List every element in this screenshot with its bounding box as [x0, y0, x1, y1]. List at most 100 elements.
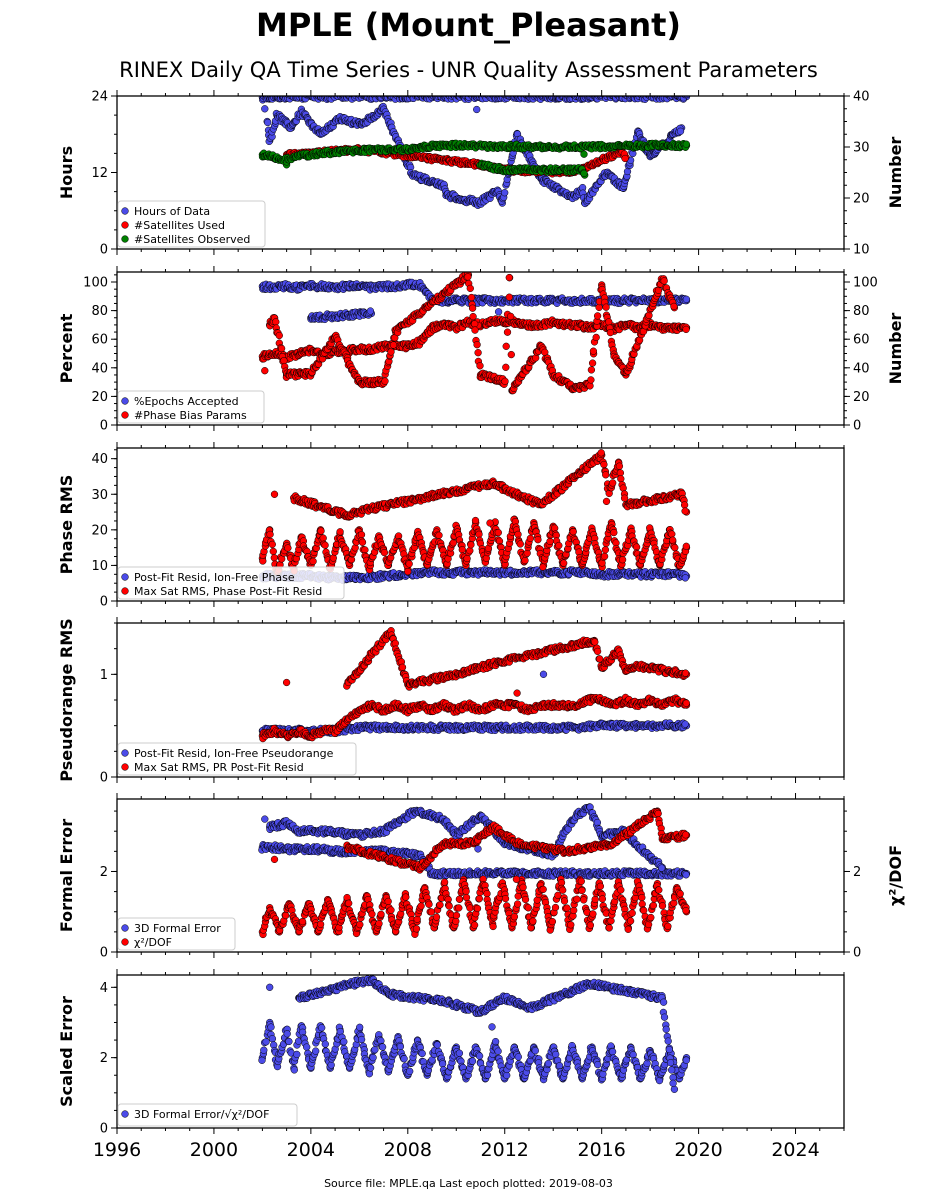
y2-axis-label: Number: [886, 137, 905, 209]
data-point: [546, 537, 554, 546]
y-tick-label: 40: [91, 361, 108, 376]
legend-marker: [121, 411, 129, 419]
data-point: [539, 563, 547, 571]
data-point: [534, 536, 542, 544]
data-point: [358, 538, 367, 546]
data-point: [670, 302, 678, 311]
data-point: [309, 557, 317, 565]
data-point: [261, 105, 269, 113]
y2-tick-label: 100: [853, 276, 878, 291]
data-point: [277, 344, 286, 353]
y-tick-label: 60: [91, 333, 108, 348]
legend-entry: #Satellites Used: [134, 219, 225, 232]
data-point: [555, 541, 563, 550]
data-point: [473, 341, 481, 349]
data-point: [269, 547, 277, 556]
data-point: [610, 528, 618, 537]
data-point: [275, 331, 283, 340]
data-point: [387, 348, 395, 356]
data-point: [501, 377, 509, 385]
data-point: [494, 528, 502, 537]
y-tick-label: 80: [91, 304, 108, 319]
y-tick-label: 0: [100, 419, 108, 434]
series-red: [258, 449, 691, 577]
data-point: [606, 328, 615, 337]
data-point: [284, 544, 292, 552]
data-point: [683, 96, 691, 99]
data-point: [471, 516, 480, 525]
data-point: [449, 539, 457, 547]
data-point: [580, 150, 588, 158]
data-point: [336, 528, 344, 536]
data-point: [474, 349, 482, 357]
y2-tick-label: 40: [853, 90, 870, 105]
data-point: [602, 497, 611, 506]
data-point: [526, 534, 535, 543]
data-point: [357, 531, 366, 539]
data-point: [588, 359, 597, 367]
data-point: [507, 312, 515, 321]
y2-tick-label: 60: [853, 333, 870, 348]
y-ticks-right: 10 20 30 40 Number: [844, 90, 905, 258]
data-point: [502, 363, 510, 371]
data-point: [466, 547, 474, 555]
data-point: [458, 546, 466, 554]
y-tick-label: 24: [91, 90, 108, 105]
y-tick-label: 100: [83, 276, 108, 291]
data-point: [503, 328, 512, 336]
legend-entry: #Phase Bias Params: [134, 409, 247, 422]
data-point: [605, 318, 613, 326]
y2-tick-label: 20: [853, 192, 870, 207]
data-point: [476, 362, 484, 370]
y2-tick-label: 10: [853, 243, 870, 258]
data-point: [272, 318, 280, 326]
data-point: [505, 273, 513, 282]
data-point: [471, 326, 479, 334]
data-point: [389, 341, 398, 349]
data-points: [258, 449, 691, 584]
y2-axis-label: Number: [886, 313, 905, 385]
series-blue: [258, 96, 691, 209]
data-point: [494, 308, 503, 316]
data-point: [669, 536, 677, 544]
data-point: [405, 560, 413, 568]
data-point: [668, 530, 676, 538]
data-point: [660, 277, 668, 285]
data-point: [473, 105, 481, 114]
data-point: [270, 490, 279, 498]
data-points: [258, 272, 691, 395]
data-point: [682, 295, 691, 303]
y2-tick-label: 30: [853, 141, 870, 156]
data-point: [463, 554, 471, 563]
data-point: [569, 528, 577, 536]
legend-entry: #Satellites Observed: [134, 233, 250, 246]
data-point: [264, 118, 272, 127]
data-point: [464, 273, 472, 281]
data-point: [586, 382, 594, 390]
data-point: [268, 540, 276, 549]
data-point: [682, 140, 690, 148]
data-point: [507, 350, 515, 359]
series-green: [258, 139, 691, 179]
data-point: [467, 293, 476, 302]
data-point: [266, 530, 274, 539]
data-point: [319, 534, 327, 542]
data-point: [580, 169, 588, 178]
data-point: [502, 342, 510, 350]
data-point: [521, 556, 529, 565]
data-point: [404, 567, 412, 576]
figure-title: MPLE (Mount_Pleasant): [255, 6, 682, 44]
data-point: [593, 312, 602, 320]
data-point: [321, 541, 329, 549]
y2-tick-label: 20: [853, 390, 870, 405]
legend-marker: [121, 207, 129, 215]
chart-panel: 020406080100020406080100NumberPercent%Ep…: [57, 266, 905, 434]
data-points: [258, 96, 691, 209]
